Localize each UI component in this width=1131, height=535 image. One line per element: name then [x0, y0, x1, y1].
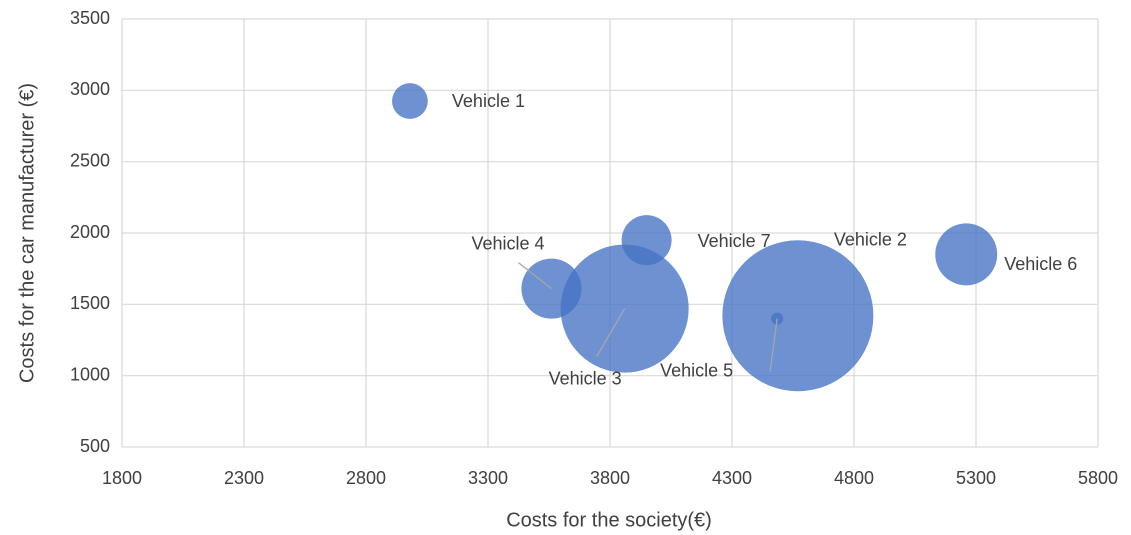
leader-line: [596, 308, 626, 357]
x-tick-label: 4300: [712, 468, 752, 488]
x-tick-label: 1800: [102, 468, 142, 488]
bubble: [621, 215, 672, 266]
leader-line: [518, 262, 552, 290]
data-label: Vehicle 5: [660, 360, 733, 380]
data-label: Vehicle 4: [471, 233, 544, 253]
x-tick-label: 5300: [956, 468, 996, 488]
y-tick-label: 2500: [70, 150, 110, 170]
x-tick-label: 2800: [346, 468, 386, 488]
y-tick-label: 3500: [70, 8, 110, 28]
data-label: Vehicle 1: [452, 91, 525, 111]
y-tick-label: 3000: [70, 79, 110, 99]
x-tick-label: 4800: [834, 468, 874, 488]
data-label: Vehicle 3: [549, 368, 622, 388]
y-tick-label: 500: [80, 436, 110, 456]
leader-line: [769, 318, 778, 372]
bubble: [392, 83, 428, 119]
y-tick-label: 1000: [70, 364, 110, 384]
y-tick-label: 2000: [70, 222, 110, 242]
x-tick-label: 2300: [224, 468, 264, 488]
y-tick-label: 1500: [70, 293, 110, 313]
x-tick-label: 5800: [1078, 468, 1118, 488]
x-tick-label: 3300: [468, 468, 508, 488]
bubble: [722, 240, 874, 392]
x-tick-label: 3800: [590, 468, 630, 488]
data-label: Vehicle 2: [834, 229, 907, 249]
x-axis-label: Costs for the society(€): [506, 509, 712, 531]
bubble: [935, 223, 998, 286]
data-label: Vehicle 7: [698, 231, 771, 251]
data-label: Vehicle 6: [1004, 254, 1077, 274]
y-axis-label: Costs for the car manufacturer (€): [16, 83, 38, 383]
